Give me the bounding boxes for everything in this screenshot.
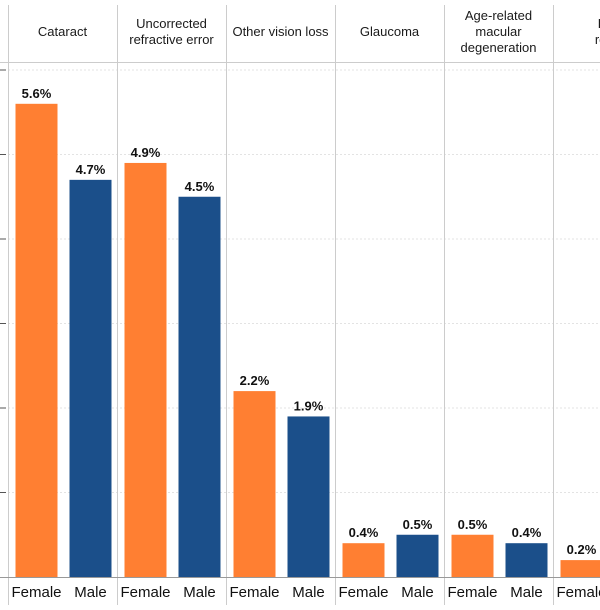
x-tick-label: Female bbox=[447, 584, 497, 601]
panel-title: Cataract bbox=[38, 24, 88, 39]
data-label: 0.2% bbox=[567, 542, 597, 557]
panel-title-line: Cataract bbox=[38, 24, 88, 39]
panel: Diaretin 0.2% Female bbox=[556, 16, 600, 601]
data-label: 0.5% bbox=[458, 517, 488, 532]
bar-female bbox=[560, 560, 600, 577]
data-label: 5.6% bbox=[22, 86, 52, 101]
bar-male bbox=[396, 534, 439, 577]
bar-male bbox=[69, 179, 112, 577]
panel: Age-related macular degeneration 0.5% Female… bbox=[447, 8, 548, 601]
x-tick-label: Male bbox=[183, 584, 216, 601]
x-tick-label: Female bbox=[338, 584, 388, 601]
panel-title: Other vision loss bbox=[232, 24, 329, 39]
panel-title-line: retin bbox=[595, 32, 600, 47]
panel: Uncorrected refractive error 4.9% Female 4.5… bbox=[120, 16, 221, 601]
data-label: 2.2% bbox=[240, 373, 270, 388]
panel-title-line: Other vision loss bbox=[232, 24, 329, 39]
data-label: 0.4% bbox=[512, 525, 542, 540]
panel-title-line: macular bbox=[475, 24, 522, 39]
data-label: 4.7% bbox=[76, 162, 106, 177]
bar-male bbox=[178, 196, 221, 577]
x-tick-label: Male bbox=[510, 584, 543, 601]
data-label: 1.9% bbox=[294, 398, 324, 413]
data-label: 4.5% bbox=[185, 179, 215, 194]
bar-female bbox=[451, 534, 494, 577]
panel: Other vision loss 2.2% Female 1.9% Male bbox=[229, 24, 330, 601]
bar-male bbox=[287, 416, 330, 577]
panel-title: Diaretin bbox=[595, 16, 600, 47]
data-label: 4.9% bbox=[131, 145, 161, 160]
data-label: 0.4% bbox=[349, 525, 379, 540]
x-tick-label: Male bbox=[401, 584, 434, 601]
bar-female bbox=[124, 162, 167, 577]
panel-title-line: Age-related bbox=[465, 8, 532, 23]
panel-title: Glaucoma bbox=[360, 24, 420, 39]
panel: Glaucoma 0.4% Female 0.5% Male bbox=[338, 24, 439, 601]
bar-male bbox=[505, 543, 548, 577]
panel-title-line: Dia bbox=[598, 16, 600, 31]
x-tick-label: Female bbox=[11, 584, 61, 601]
panel-title: Uncorrected refractive error bbox=[129, 16, 214, 47]
bar-female bbox=[342, 543, 385, 577]
x-tick-label: Female bbox=[229, 584, 279, 601]
x-tick-label: Male bbox=[74, 584, 107, 601]
panel-title-line: Uncorrected bbox=[136, 16, 207, 31]
grid-lines bbox=[0, 5, 600, 605]
x-tick-label: Male bbox=[292, 584, 325, 601]
data-label: 0.5% bbox=[403, 517, 433, 532]
panel-title-line: Glaucoma bbox=[360, 24, 420, 39]
panel-title: Age-related macular degeneration bbox=[461, 8, 537, 55]
panel-title-line: refractive error bbox=[129, 32, 214, 47]
bar-female bbox=[233, 391, 276, 577]
panel-title-line: degeneration bbox=[461, 40, 537, 55]
panel: Cataract 5.6% Female 4.7% Male bbox=[11, 24, 112, 601]
bar-female bbox=[15, 103, 58, 578]
x-tick-label: Female bbox=[556, 584, 600, 601]
x-tick-label: Female bbox=[120, 584, 170, 601]
